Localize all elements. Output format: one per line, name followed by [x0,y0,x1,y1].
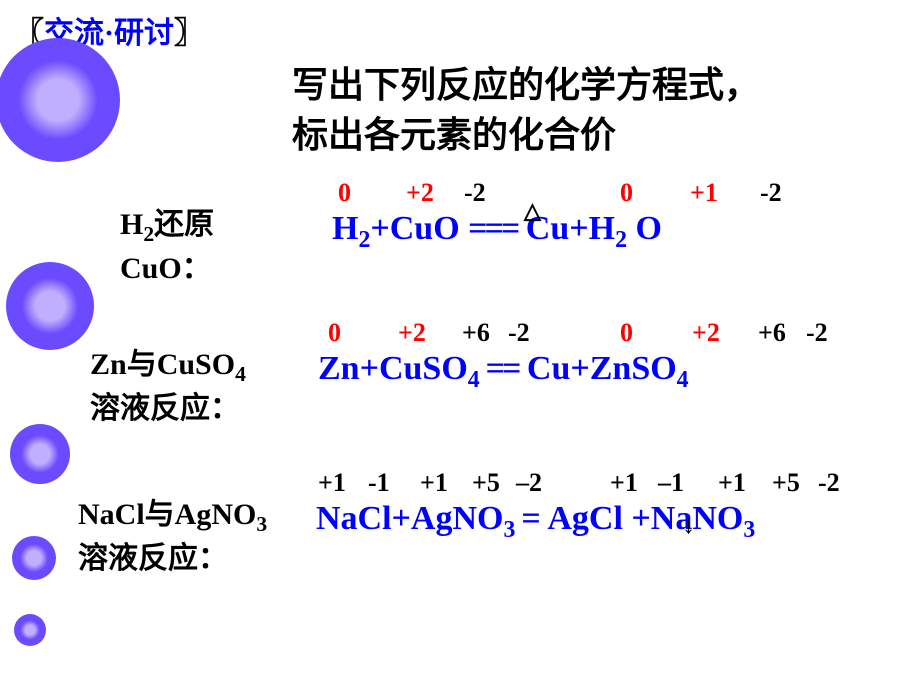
reaction-label: Zn与CuSO4溶液反应： [90,345,246,430]
instruction-line1: 写出下列反应的化学方程式， [292,60,760,110]
oxidation-state: +2 [406,178,434,208]
oxidation-state: –2 [516,468,542,498]
oxidation-state: +1 [718,468,746,498]
oxidation-state: +6 [758,318,786,348]
chemical-equation: H2+CuO === Cu+H2 O [332,210,662,254]
oxidation-state: +6 [462,318,490,348]
oxidation-state: 0 [620,178,633,208]
bullet-circle [6,262,94,350]
reaction-label: NaCl与AgNO3溶液反应： [78,495,267,580]
chemical-equation: Zn+CuSO4 == Cu+ZnSO4 [318,350,689,394]
instruction-text: 写出下列反应的化学方程式， 标出各元素的化合价 [292,60,760,161]
oxidation-state: -2 [818,468,840,498]
precipitate-arrow-icon: ↓ [682,510,695,540]
heat-triangle-icon: △ [524,198,541,224]
bullet-circle [0,38,120,162]
oxidation-state: +1 [610,468,638,498]
oxidation-state: +5 [772,468,800,498]
bullet-circle [12,536,56,580]
oxidation-state: +1 [690,178,718,208]
oxidation-state: –1 [658,468,684,498]
oxidation-state: +5 [472,468,500,498]
bracket-right: 〗 [174,17,204,50]
oxidation-state: -2 [464,178,486,208]
oxidation-state: +1 [318,468,346,498]
instruction-line2: 标出各元素的化合价 [292,110,760,160]
oxidation-state: -2 [806,318,828,348]
bullet-circle [10,424,70,484]
oxidation-state: +2 [398,318,426,348]
oxidation-state: +1 [420,468,448,498]
oxidation-state: -1 [368,468,390,498]
oxidation-state: 0 [328,318,341,348]
oxidation-state: +2 [692,318,720,348]
reaction-label: H2还原CuO： [120,205,214,290]
oxidation-state: 0 [620,318,633,348]
oxidation-state: 0 [338,178,351,208]
oxidation-state: -2 [760,178,782,208]
oxidation-state: -2 [508,318,530,348]
bullet-circle [14,614,46,646]
